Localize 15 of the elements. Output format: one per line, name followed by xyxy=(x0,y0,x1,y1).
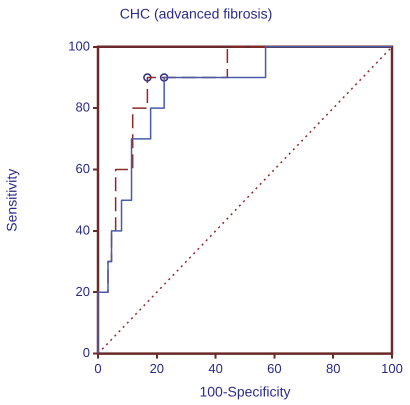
y-tick-label: 0 xyxy=(82,345,90,360)
y-tick-label: 20 xyxy=(76,284,90,299)
x-tick-label: 0 xyxy=(94,360,102,376)
y-tick-label: 40 xyxy=(76,222,90,238)
y-tick-label: 100 xyxy=(68,38,90,54)
x-tick-label: 20 xyxy=(150,360,164,376)
x-axis-title: 100-Specificity xyxy=(199,383,291,400)
y-axis-title: Sensitivity xyxy=(3,168,20,232)
y-tick-label: 80 xyxy=(76,100,90,115)
y-tick-label: 60 xyxy=(76,161,90,176)
x-tick-label: 100 xyxy=(381,360,403,376)
chart-title: CHC (advanced fibrosis) xyxy=(120,5,272,22)
x-tick-label: 40 xyxy=(208,360,223,376)
x-tick-label: 60 xyxy=(267,360,282,376)
x-tick-label: 80 xyxy=(326,360,340,376)
